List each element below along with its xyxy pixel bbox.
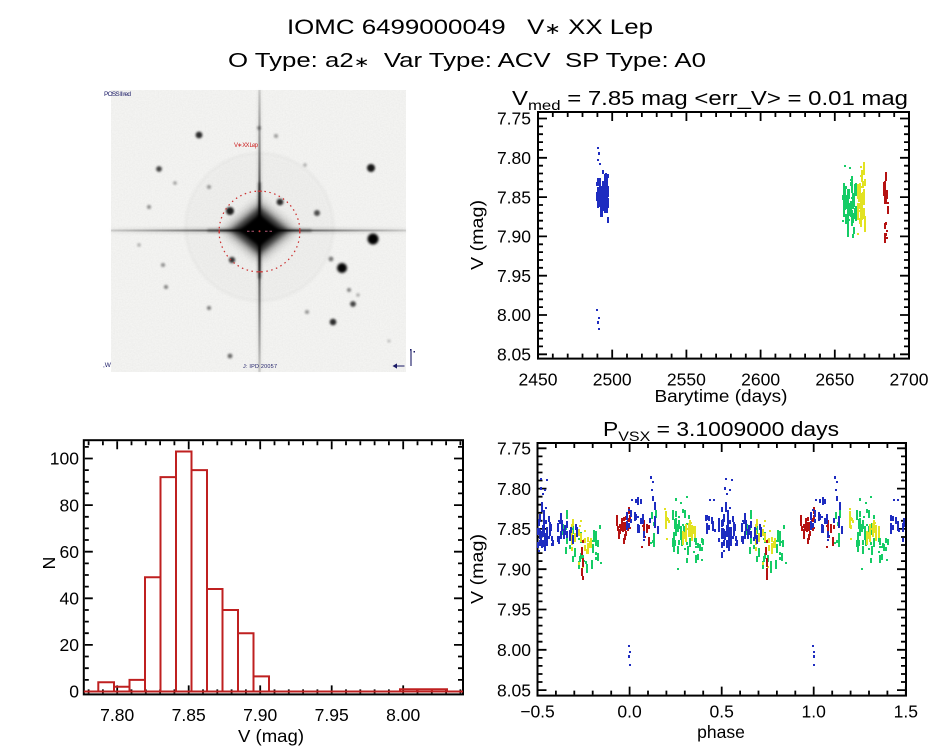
svg-text:,W: ,W: [103, 362, 112, 369]
svg-text:phase: phase: [697, 722, 745, 742]
svg-text:8.05: 8.05: [497, 345, 531, 365]
svg-text:7.95: 7.95: [497, 600, 531, 620]
svg-text:7.75: 7.75: [497, 439, 531, 459]
svg-text:V (mag): V (mag): [238, 726, 304, 746]
svg-text:7.90: 7.90: [243, 705, 277, 725]
svg-text:2600: 2600: [741, 370, 780, 390]
svg-text:1.0: 1.0: [802, 702, 827, 722]
svg-text:20: 20: [60, 635, 80, 655]
svg-text:O Type: a2∗ Var Type: ACV SP: O Type: a2 ∗ Var Type: ACV SP Type: A0: [228, 49, 706, 72]
svg-text:7.90: 7.90: [497, 227, 531, 247]
svg-text:7.75: 7.75: [497, 109, 531, 129]
svg-text:8.05: 8.05: [497, 680, 531, 700]
svg-text:N: N: [39, 557, 59, 570]
svg-text:0.5: 0.5: [710, 702, 734, 722]
svg-text:100: 100: [50, 449, 79, 469]
svg-text:1.5: 1.5: [894, 702, 918, 722]
svg-text:7.95: 7.95: [315, 705, 349, 725]
svg-text:V (mag): V (mag): [467, 534, 487, 604]
svg-text:40: 40: [60, 589, 80, 609]
svg-text:8.00: 8.00: [386, 705, 420, 725]
svg-text:7.95: 7.95: [497, 266, 531, 286]
svg-text:2550: 2550: [667, 370, 706, 390]
svg-text:2700: 2700: [890, 370, 929, 390]
svg-text:7.85: 7.85: [497, 519, 531, 539]
svg-text:0: 0: [69, 682, 79, 702]
svg-text:J: IPD 20057: J: IPD 20057: [243, 364, 277, 370]
svg-text:7.80: 7.80: [497, 479, 531, 499]
svg-text:60: 60: [60, 542, 80, 562]
svg-text:POSS II red: POSS II red: [104, 91, 131, 98]
svg-text:8.00: 8.00: [497, 305, 531, 325]
svg-text:80: 80: [60, 495, 80, 515]
svg-text:IOMC 6499000049 V∗ XX Lep: IOMC 6499000049 V ∗ XX Lep: [287, 16, 653, 39]
svg-text:7.80: 7.80: [497, 148, 531, 168]
svg-text:Barytime (days): Barytime (days): [655, 386, 788, 406]
svg-text:V∗ XX Lep: V∗ XX Lep: [234, 143, 259, 149]
svg-text:V (mag): V (mag): [467, 200, 487, 270]
svg-text:7.90: 7.90: [497, 559, 531, 579]
svg-text:7.85: 7.85: [172, 705, 206, 725]
svg-text:7.85: 7.85: [497, 187, 531, 207]
svg-text:0.0: 0.0: [617, 702, 642, 722]
svg-text:7.80: 7.80: [100, 705, 134, 725]
svg-text:2500: 2500: [593, 370, 632, 390]
svg-text:−0.5: −0.5: [520, 702, 555, 722]
svg-text:2650: 2650: [815, 370, 854, 390]
svg-text:8.00: 8.00: [497, 640, 531, 660]
svg-text:2450: 2450: [519, 370, 558, 390]
